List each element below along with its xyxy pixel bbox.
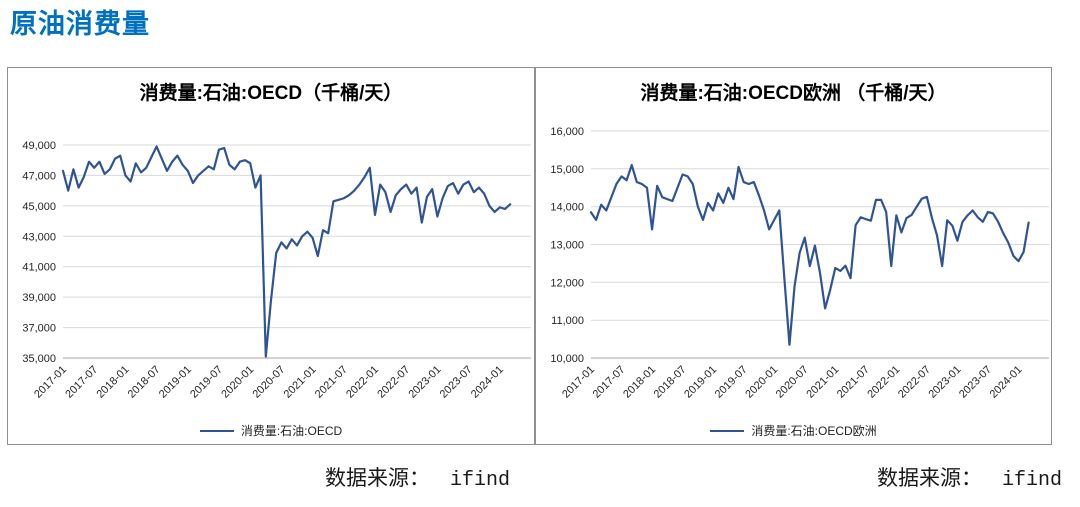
line-chart-oecd-europe: 10,000 11,000 12,000 13,000 14,000 15,000 16,0… bbox=[550, 126, 1049, 401]
y-tick-label: 35,000 bbox=[22, 353, 56, 365]
y-tick-label: 37,000 bbox=[22, 323, 56, 335]
legend-oecd-europe: 消费量:石油:OECD欧洲 bbox=[536, 422, 1051, 439]
y-tick-label: 41,000 bbox=[22, 262, 56, 274]
legend-line-swatch bbox=[710, 429, 745, 432]
x-tick-label: 2021-07 bbox=[313, 364, 350, 401]
x-tick-label: 2019-01 bbox=[157, 364, 194, 401]
chart-card-oecd: 消费量:石油:OECD（千桶/天） 35,000 37,000 39,000 41,0… bbox=[7, 67, 535, 445]
line-chart-oecd: 35,000 37,000 39,000 41,000 43,000 45,000 47,0… bbox=[22, 140, 531, 401]
source-value: ifind bbox=[1001, 469, 1062, 492]
x-tick-label: 2020-07 bbox=[774, 364, 811, 401]
y-tick-label: 13,000 bbox=[550, 240, 584, 252]
x-tick-label: 2018-01 bbox=[94, 364, 131, 401]
y-tick-label: 39,000 bbox=[22, 292, 56, 304]
x-tick-label: 2023-01 bbox=[926, 364, 963, 401]
x-tick-label: 2018-07 bbox=[126, 364, 163, 401]
x-tick-label: 2017-01 bbox=[560, 364, 597, 401]
source-label: 数据来源： bbox=[876, 466, 982, 490]
legend-label: 消费量:石油:OECD bbox=[240, 424, 343, 438]
y-tick-label: 14,000 bbox=[550, 202, 584, 214]
x-tick-label: 2024-01 bbox=[469, 364, 506, 401]
x-tick-label: 2019-07 bbox=[188, 364, 225, 401]
x-tick-label: 2019-07 bbox=[713, 364, 750, 401]
y-tick-label: 16,000 bbox=[550, 126, 584, 138]
x-tick-label: 2019-01 bbox=[682, 364, 719, 401]
y-tick-label: 43,000 bbox=[22, 231, 56, 243]
chart-title-oecd: 消费量:石油:OECD（千桶/天） bbox=[139, 83, 403, 104]
x-tick-label: 2024-01 bbox=[988, 364, 1025, 401]
page-title: 原油消费量 bbox=[10, 9, 150, 39]
y-tick-label: 10,000 bbox=[550, 353, 584, 365]
x-tick-label: 2020-01 bbox=[743, 364, 780, 401]
source-note-right: 数据来源： ifind bbox=[877, 462, 1062, 492]
y-tick-label: 15,000 bbox=[550, 164, 584, 176]
y-tick-label: 11,000 bbox=[551, 315, 584, 327]
x-tick-label: 2018-01 bbox=[621, 364, 658, 401]
y-tick-label: 12,000 bbox=[550, 277, 584, 289]
x-tick-label: 2020-01 bbox=[219, 364, 256, 401]
x-tick-label: 2021-07 bbox=[835, 364, 872, 401]
source-label: 数据来源： bbox=[324, 466, 430, 490]
x-tick-label: 2017-01 bbox=[32, 364, 69, 401]
x-tick-label: 2022-07 bbox=[375, 364, 412, 401]
x-tick-label: 2023-07 bbox=[438, 364, 475, 401]
x-tick-label: 2022-07 bbox=[896, 364, 933, 401]
x-tick-label: 2022-01 bbox=[344, 364, 381, 401]
x-tick-label: 2018-07 bbox=[652, 364, 689, 401]
source-note-left: 数据来源： ifind bbox=[325, 462, 510, 492]
x-tick-label: 2021-01 bbox=[282, 364, 319, 401]
chart-title-oecd-europe: 消费量:石油:OECD欧洲 （千桶/天） bbox=[640, 83, 947, 104]
x-tick-label: 2023-07 bbox=[957, 364, 994, 401]
x-tick-label: 2021-01 bbox=[804, 364, 841, 401]
data-series-line bbox=[61, 145, 512, 358]
y-tick-label: 45,000 bbox=[22, 201, 56, 213]
x-tick-label: 2017-07 bbox=[591, 364, 628, 401]
x-tick-label: 2023-01 bbox=[406, 364, 443, 401]
legend-oecd: 消费量:石油:OECD bbox=[8, 422, 534, 439]
legend-line-swatch bbox=[199, 429, 234, 432]
legend-label: 消费量:石油:OECD欧洲 bbox=[751, 424, 877, 438]
x-tick-label: 2020-07 bbox=[250, 364, 287, 401]
y-tick-label: 47,000 bbox=[22, 170, 56, 182]
data-series-line bbox=[589, 163, 1030, 346]
y-tick-label: 49,000 bbox=[22, 140, 56, 152]
source-value: ifind bbox=[449, 469, 510, 492]
x-tick-label: 2017-07 bbox=[63, 364, 100, 401]
chart-card-oecd-europe: 消费量:石油:OECD欧洲 （千桶/天） 10,000 11,000 12,000 1… bbox=[535, 67, 1052, 445]
x-tick-label: 2022-01 bbox=[865, 364, 902, 401]
